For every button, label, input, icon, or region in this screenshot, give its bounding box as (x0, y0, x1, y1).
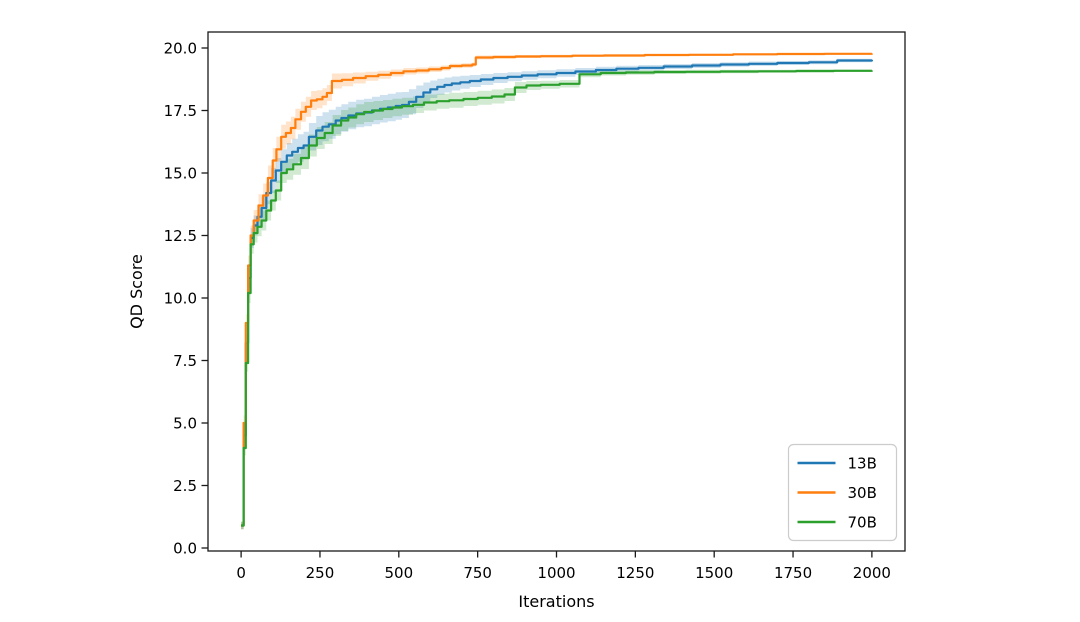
y-axis-title: QD Score (127, 254, 146, 329)
y-tick-label: 7.5 (173, 352, 197, 370)
x-axis: 0 250 500 750 1000 1250 1500 1750 2000 Iterations (236, 551, 891, 611)
x-tick-label: 2000 (853, 564, 891, 582)
x-tick-label: 500 (384, 564, 413, 582)
y-tick-label: 17.5 (164, 102, 197, 120)
y-tick-label: 10.0 (164, 289, 197, 307)
legend-box (787, 443, 898, 542)
confidence-band-70B (241, 69, 872, 530)
x-tick-label: 250 (306, 564, 335, 582)
y-tick-label: 0.0 (173, 539, 197, 557)
y-tick-label: 5.0 (173, 414, 197, 432)
series-lines (241, 52, 873, 527)
y-axis: 0.0 2.5 5.0 7.5 10.0 12.5 15.0 17.5 20.0 QD Score (127, 39, 208, 557)
y-tick-label: 2.5 (173, 477, 197, 495)
series-line-13B (241, 59, 873, 527)
x-tick-label: 1250 (616, 564, 654, 582)
y-tick-label: 20.0 (164, 39, 197, 57)
series-line-30B (241, 52, 873, 527)
x-tick-label: 0 (236, 564, 246, 582)
x-tick-label: 1000 (537, 564, 575, 582)
series-line-70B (241, 69, 873, 527)
y-tick-label: 12.5 (164, 227, 197, 245)
legend: 13B 30B 70B (787, 443, 898, 542)
x-axis-title: Iterations (518, 592, 594, 611)
legend-label-30B: 30B (848, 484, 877, 502)
x-tick-label: 1500 (695, 564, 733, 582)
x-tick-label: 1750 (774, 564, 812, 582)
legend-label-70B: 70B (848, 513, 877, 531)
x-tick-label: 750 (463, 564, 492, 582)
legend-label-13B: 13B (848, 454, 877, 472)
y-tick-label: 15.0 (164, 164, 197, 182)
